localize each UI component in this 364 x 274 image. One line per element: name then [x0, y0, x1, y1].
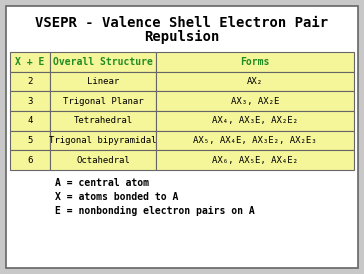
Text: VSEPR - Valence Shell Electron Pair: VSEPR - Valence Shell Electron Pair — [35, 16, 329, 30]
Text: Overall Structure: Overall Structure — [53, 57, 153, 67]
Bar — [156, 52, 354, 72]
Bar — [50, 91, 156, 111]
Text: AX₂: AX₂ — [247, 77, 263, 86]
Text: 6: 6 — [27, 156, 32, 165]
Text: Repulsion: Repulsion — [144, 30, 220, 44]
Bar — [156, 131, 354, 150]
Text: Forms: Forms — [240, 57, 270, 67]
Bar — [156, 150, 354, 170]
Text: Trigonal bipyramidal: Trigonal bipyramidal — [49, 136, 157, 145]
Bar — [156, 72, 354, 91]
Text: AX₆, AX₅E, AX₄E₂: AX₆, AX₅E, AX₄E₂ — [212, 156, 298, 165]
Bar — [156, 91, 354, 111]
Bar — [50, 72, 156, 91]
Text: AX₄, AX₃E, AX₂E₂: AX₄, AX₃E, AX₂E₂ — [212, 116, 298, 125]
Bar — [50, 111, 156, 131]
Text: 5: 5 — [27, 136, 32, 145]
Bar — [10, 52, 50, 72]
Bar — [10, 111, 50, 131]
Text: E = nonbonding electron pairs on A: E = nonbonding electron pairs on A — [55, 206, 255, 216]
Text: AX₃, AX₂E: AX₃, AX₂E — [231, 97, 279, 106]
Text: A = central atom: A = central atom — [55, 178, 149, 188]
Text: 3: 3 — [27, 97, 32, 106]
Bar — [50, 131, 156, 150]
Text: X = atoms bonded to A: X = atoms bonded to A — [55, 192, 178, 202]
Text: Trigonal Planar: Trigonal Planar — [63, 97, 143, 106]
Bar — [50, 150, 156, 170]
Bar — [50, 52, 156, 72]
Bar — [156, 111, 354, 131]
Text: Tetrahedral: Tetrahedral — [73, 116, 132, 125]
Text: 4: 4 — [27, 116, 32, 125]
Bar — [10, 72, 50, 91]
Bar — [10, 91, 50, 111]
Text: AX₅, AX₄E, AX₃E₂, AX₂E₃: AX₅, AX₄E, AX₃E₂, AX₂E₃ — [193, 136, 317, 145]
Bar — [10, 150, 50, 170]
Text: X + E: X + E — [15, 57, 44, 67]
Text: 2: 2 — [27, 77, 32, 86]
Bar — [10, 131, 50, 150]
Text: Octahedral: Octahedral — [76, 156, 130, 165]
Text: Linear: Linear — [87, 77, 119, 86]
